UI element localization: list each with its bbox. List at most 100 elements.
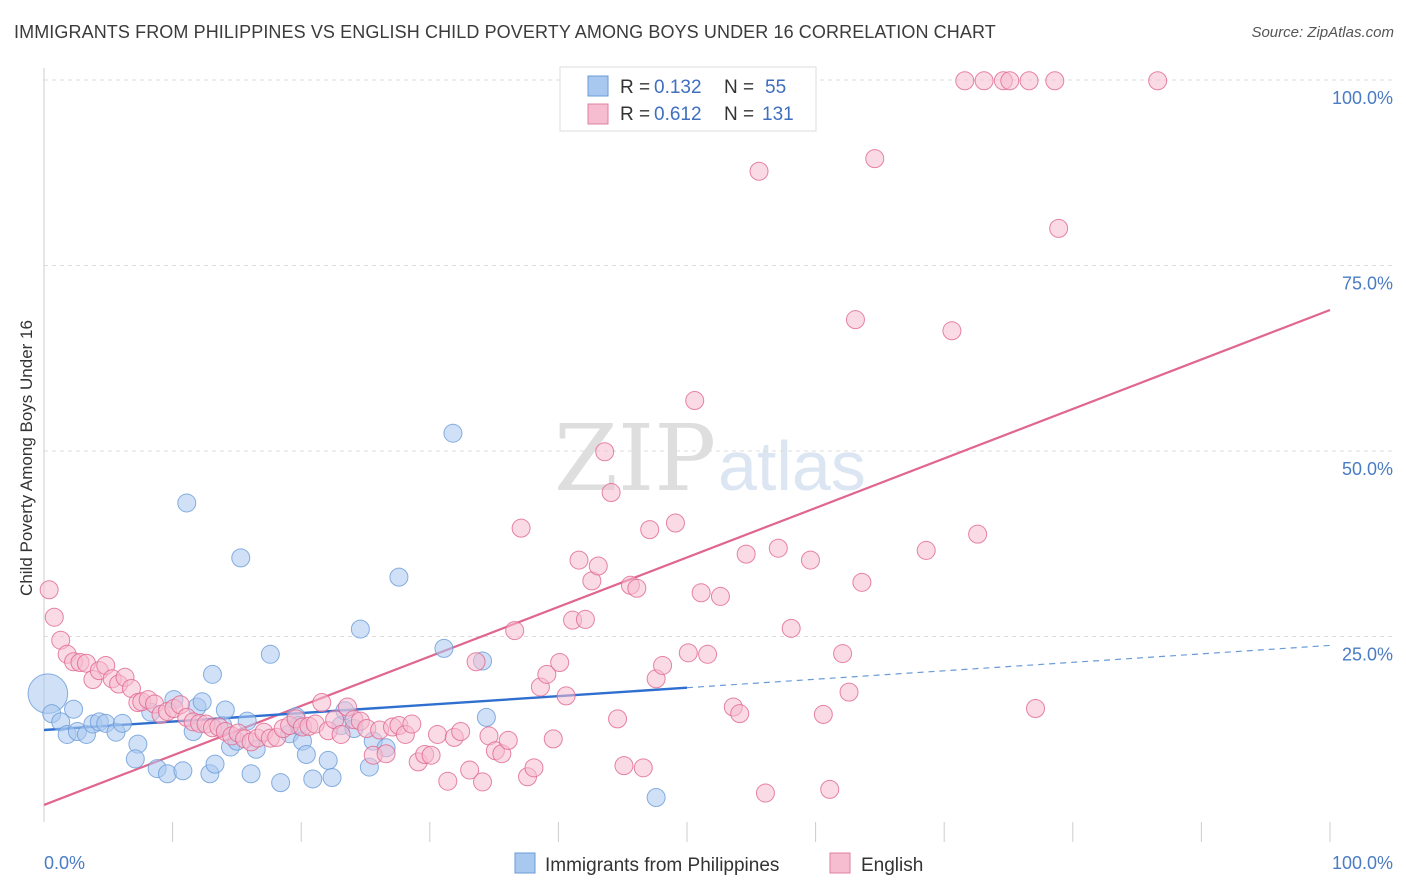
y-tick-label: 25.0% [1342, 645, 1393, 665]
y-tick-label: 100.0% [1332, 88, 1393, 108]
data-point [402, 714, 422, 734]
data-point [640, 520, 660, 540]
data-point [710, 586, 730, 606]
data-point [614, 756, 634, 776]
watermark-zip: ZIP [554, 405, 716, 512]
data-point [749, 161, 769, 181]
data-point [569, 550, 589, 570]
data-point [755, 783, 775, 803]
data-point [601, 483, 621, 503]
data-point [1045, 71, 1065, 91]
data-point [550, 652, 570, 672]
data-point [157, 764, 177, 784]
data-point [839, 682, 859, 702]
data-point [376, 744, 396, 764]
data-point [177, 493, 197, 513]
data-point [974, 71, 994, 91]
data-point [1049, 218, 1069, 238]
data-point [421, 745, 441, 765]
data-point [205, 754, 225, 774]
legend-swatch-english [587, 103, 609, 125]
bottom-legend-swatch-english [829, 852, 851, 874]
trend-line-english [43, 308, 1331, 806]
legend-r-value: 0.612 [654, 104, 702, 125]
data-point [202, 664, 222, 684]
data-point [556, 686, 576, 706]
trend-line-philippines [43, 686, 688, 732]
data-point [608, 709, 628, 729]
data-point [595, 442, 615, 462]
data-point [633, 758, 653, 778]
data-point [498, 730, 518, 750]
data-point [781, 618, 801, 638]
data-point [588, 556, 608, 576]
data-point [260, 644, 280, 664]
watermark-atlas: atlas [718, 427, 866, 505]
data-point [192, 692, 212, 712]
legend-r-label: R = [620, 77, 650, 98]
x-tick-label: 0.0% [44, 853, 85, 873]
data-point [322, 767, 342, 787]
data-points [27, 71, 1168, 808]
data-point [575, 609, 595, 629]
data-point [428, 724, 448, 744]
series-legend: Immigrants from Philippines English [514, 852, 923, 876]
data-point [698, 644, 718, 664]
chart-title: IMMIGRANTS FROM PHILIPPINES VS ENGLISH C… [14, 22, 996, 42]
watermark: ZIP atlas [554, 405, 866, 512]
data-point [768, 538, 788, 558]
data-point [389, 567, 409, 587]
legend-swatch-philippines [587, 75, 609, 97]
data-point [800, 550, 820, 570]
data-point [466, 652, 486, 672]
data-point [112, 713, 132, 733]
legend-n-value: 131 [762, 104, 794, 125]
correlation-legend: R = 0.132 N = 55 R = 0.612 N = 131 [559, 66, 817, 132]
y-tick-label: 50.0% [1342, 459, 1393, 479]
data-point [833, 644, 853, 664]
data-point [730, 704, 750, 724]
data-point [350, 619, 370, 639]
legend-n-label: N = [724, 77, 754, 98]
data-point [665, 513, 685, 533]
series-1 [39, 71, 1168, 803]
legend-n-value: 55 [765, 77, 786, 98]
data-point [303, 769, 323, 789]
data-point [1148, 71, 1168, 91]
data-point [852, 572, 872, 592]
legend-r-value: 0.132 [654, 77, 702, 98]
data-point [460, 760, 480, 780]
data-point [438, 771, 458, 791]
data-point [1019, 71, 1039, 91]
legend-r-label: R = [620, 104, 650, 125]
data-point [537, 664, 557, 684]
data-point [44, 607, 64, 627]
data-point [241, 764, 261, 784]
data-point [942, 321, 962, 341]
data-point [691, 583, 711, 603]
data-point [1026, 698, 1046, 718]
data-point [865, 149, 885, 169]
legend-n-label: N = [724, 104, 754, 125]
data-point [678, 643, 698, 663]
data-point [434, 638, 454, 658]
data-point [39, 580, 59, 600]
x-tick-label: 100.0% [1332, 853, 1393, 873]
source-credit: Source: ZipAtlas.com [1251, 24, 1394, 41]
data-point [511, 518, 531, 538]
data-point [476, 707, 496, 727]
data-point [318, 750, 338, 770]
data-point [173, 761, 193, 781]
data-point [653, 655, 673, 675]
data-point [271, 773, 291, 793]
bottom-legend-label-philippines: Immigrants from Philippines [545, 855, 779, 876]
data-point [543, 729, 563, 749]
data-point [451, 721, 471, 741]
data-point [331, 724, 351, 744]
data-point [736, 544, 756, 564]
bottom-legend-label-english: English [861, 855, 923, 876]
data-point [473, 772, 493, 792]
data-point [955, 71, 975, 91]
data-point [627, 578, 647, 598]
data-point [125, 749, 145, 769]
